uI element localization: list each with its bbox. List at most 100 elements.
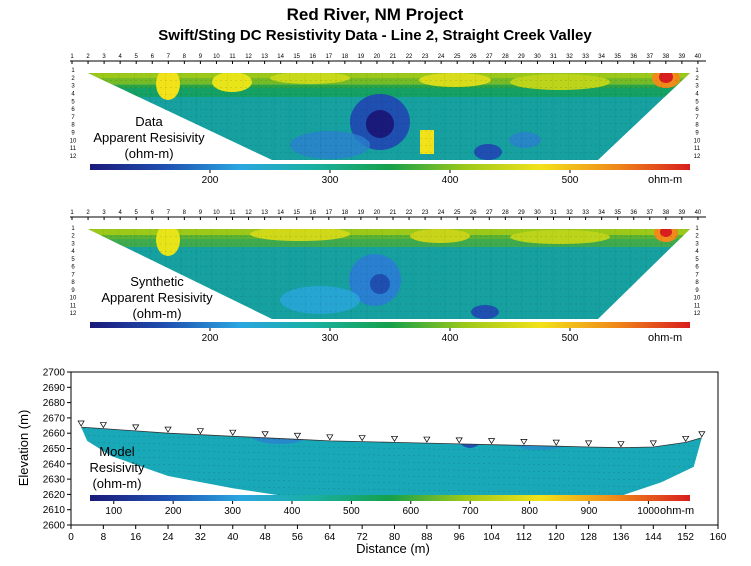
electrode-label: 18 xyxy=(342,54,349,60)
electrode-label: 10 xyxy=(213,210,220,216)
resistivity-zone xyxy=(652,427,676,428)
colorbar-tick-label: 500 xyxy=(343,506,360,517)
level-label-right: 3 xyxy=(695,241,699,247)
electrode-label: 19 xyxy=(358,210,365,216)
level-label-left: 8 xyxy=(71,280,75,286)
resistivity-zone xyxy=(356,427,408,432)
colorbar-ticks: 200 300 400 500 xyxy=(202,170,579,186)
grid-line xyxy=(83,469,702,481)
level-label-left: 3 xyxy=(71,84,75,90)
resistivity-zone xyxy=(71,380,718,396)
colorbar-tick-label: 400 xyxy=(284,506,301,517)
y-tick-label: 2700 xyxy=(43,368,66,379)
grid-line xyxy=(83,442,702,454)
electrode-label: 26 xyxy=(470,210,477,216)
electrode-label: 27 xyxy=(486,210,493,216)
electrode-label: 9 xyxy=(199,210,203,216)
colorbar-tick-label: 700 xyxy=(462,506,479,517)
surface-markers xyxy=(77,420,706,449)
level-label-right: 5 xyxy=(695,257,699,263)
electrode-label: 5 xyxy=(135,54,139,60)
level-label-right: 7 xyxy=(695,272,699,278)
synthetic-apparent-resistivity-panel: 1 2 3 4 5 6 7 8 9 10 11 12 13 14 15 16 17 18 19 20 21 22 23 24 2… xyxy=(70,210,706,344)
model-resistivity-panel: 0 8 16 24 32 40 48 56 64 72 80 88 96 104 112 120 128 136 1… xyxy=(16,368,727,557)
level-label-right: 1 xyxy=(695,226,699,232)
x-tick-label: 72 xyxy=(357,532,369,543)
y-tick-label: 2690 xyxy=(43,383,66,394)
electrode-label: 24 xyxy=(438,54,445,60)
electrode-label: 3 xyxy=(102,210,106,216)
level-label-left: 8 xyxy=(71,123,75,129)
colorbar xyxy=(90,322,690,328)
resistivity-zone xyxy=(156,229,180,256)
figure-title: Red River, NM Project xyxy=(287,5,464,24)
level-label-right: 2 xyxy=(695,76,699,82)
y-tick-label: 2680 xyxy=(43,398,66,409)
colorbar-tick-label: 500 xyxy=(562,333,579,344)
x-tick-label: 40 xyxy=(227,532,239,543)
electrode-axis: 1 2 3 4 5 6 7 8 9 10 11 12 13 14 15 16 17 18 19 20 21 22 23 24 2… xyxy=(70,54,706,64)
resistivity-zone xyxy=(474,144,502,160)
x-tick-label: 120 xyxy=(548,532,565,543)
electrode-label: 25 xyxy=(454,210,461,216)
resistivity-zone xyxy=(509,132,541,148)
electrode-marker xyxy=(423,436,431,443)
colorbar-tick-label: 300 xyxy=(322,333,339,344)
electrode-label: 1 xyxy=(70,54,74,60)
resistivity-zone xyxy=(150,389,190,401)
level-label-left: 1 xyxy=(71,226,75,232)
x-tick-label: 88 xyxy=(421,532,433,543)
electrode-label: 13 xyxy=(261,210,268,216)
electrode-label: 11 xyxy=(229,54,236,60)
grid-line xyxy=(83,455,702,468)
level-label-left: 4 xyxy=(71,249,75,255)
pseudosection-image xyxy=(88,73,690,160)
electrode-label: 37 xyxy=(646,210,653,216)
resistivity-zone xyxy=(88,78,690,88)
resistivity-zone xyxy=(471,305,499,319)
electrode-marker xyxy=(682,435,690,443)
y-tick-label: 2650 xyxy=(43,444,66,455)
electrode-marker xyxy=(358,435,366,442)
electrode-label: 22 xyxy=(406,54,413,60)
level-label-right: 9 xyxy=(695,131,699,137)
electrode-label: 7 xyxy=(167,210,171,216)
panel-label-line2: Apparent Resisivity xyxy=(93,130,205,145)
level-label-right: 1 xyxy=(695,68,699,74)
electrode-label: 37 xyxy=(646,54,653,60)
colorbar-tick-label: 400 xyxy=(442,175,459,186)
electrode-label: 32 xyxy=(566,54,573,60)
x-tick-label: 96 xyxy=(454,532,466,543)
level-label-right: 9 xyxy=(695,288,699,294)
electrode-marker xyxy=(196,428,205,435)
figure-subtitle: Swift/Sting DC Resistivity Data - Line 2… xyxy=(158,27,592,44)
colorbar-tick-label: 600 xyxy=(402,506,419,517)
electrode-label: 27 xyxy=(486,54,493,60)
electrode-label: 35 xyxy=(614,210,621,216)
x-tick-label: 136 xyxy=(613,532,630,543)
electrode-label: 7 xyxy=(167,54,171,60)
electrode-label: 14 xyxy=(277,210,284,216)
grid-line xyxy=(83,483,702,495)
electrode-marker xyxy=(698,431,706,438)
electrode-label: 21 xyxy=(390,210,397,216)
colorbar xyxy=(90,164,690,170)
colorbar-unit: ohm-m xyxy=(648,174,682,186)
y-axis-ticks: 2600 2610 2620 2630 2640 2650 2660 2670 2680 2690… xyxy=(43,368,71,532)
panel-label-line3: (ohm-m) xyxy=(124,146,173,161)
electrode-label: 21 xyxy=(390,54,397,60)
level-label-left: 12 xyxy=(70,154,77,160)
electrode-label: 18 xyxy=(342,210,349,216)
x-tick-label: 16 xyxy=(130,532,142,543)
pseudosection-image xyxy=(88,229,690,319)
level-label-left: 2 xyxy=(71,234,75,240)
electrode-label: 38 xyxy=(663,54,670,60)
electrode-marker xyxy=(99,422,107,429)
electrode-label: 2 xyxy=(86,54,90,60)
x-tick-label: 64 xyxy=(324,532,336,543)
resistivity-zone xyxy=(212,73,252,92)
resistivity-zone xyxy=(419,73,491,87)
y-tick-label: 2620 xyxy=(43,490,66,501)
electrode-label: 8 xyxy=(183,210,187,216)
